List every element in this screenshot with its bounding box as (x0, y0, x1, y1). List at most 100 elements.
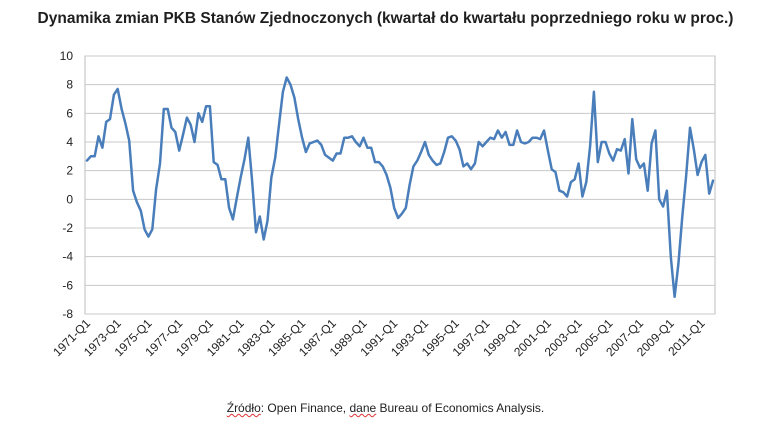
data-point (136, 201, 138, 203)
data-point (420, 151, 422, 153)
data-point (228, 207, 230, 209)
data-point (270, 177, 272, 179)
data-point (301, 137, 303, 139)
data-point (662, 205, 664, 207)
data-point (266, 220, 268, 222)
data-point (481, 145, 483, 147)
data-point (132, 190, 134, 192)
data-point (474, 162, 476, 164)
data-point (320, 144, 322, 146)
data-point (608, 152, 610, 154)
data-point (332, 159, 334, 161)
data-point (685, 175, 687, 177)
data-point (293, 96, 295, 98)
data-point (324, 154, 326, 156)
data-point (117, 88, 119, 90)
data-point (543, 129, 545, 131)
data-point (631, 118, 633, 120)
data-point (309, 142, 311, 144)
data-point (213, 161, 215, 163)
data-point (186, 116, 188, 118)
y-tick-label: 10 (60, 49, 74, 63)
data-point (470, 168, 472, 170)
data-point (696, 174, 698, 176)
data-point (627, 172, 629, 174)
data-point (255, 231, 257, 233)
x-axis: 1971-Q11973-Q11975-Q11977-Q11979-Q11981-… (50, 316, 708, 359)
source-word: Źródło (226, 401, 261, 415)
data-point (378, 161, 380, 163)
y-tick-label: -6 (62, 278, 73, 292)
data-point (654, 129, 656, 131)
data-point (620, 149, 622, 151)
data-point (236, 197, 238, 199)
data-point (312, 141, 314, 143)
data-point (335, 152, 337, 154)
chart-title: Dynamika zmian PKB Stanów Zjednoczonych … (37, 10, 734, 27)
data-point (624, 138, 626, 140)
data-point (612, 159, 614, 161)
data-point (151, 228, 153, 230)
data-point (504, 131, 506, 133)
data-point (370, 147, 372, 149)
data-point (535, 137, 537, 139)
data-point (593, 91, 595, 93)
y-axis: -8 -6 -4 -2 0 2 4 6 8 10 (60, 49, 74, 321)
data-point (408, 184, 410, 186)
y-tick-label: 4 (66, 135, 73, 149)
data-point (140, 210, 142, 212)
y-tick-label: 8 (66, 78, 73, 92)
data-point (155, 188, 157, 190)
data-point (197, 112, 199, 114)
data-point (124, 122, 126, 124)
source-text-2: Bureau of Economics Analysis. (376, 401, 545, 415)
data-point (516, 129, 518, 131)
data-point (577, 162, 579, 164)
data-point (666, 190, 668, 192)
data-point (316, 139, 318, 141)
data-point (520, 141, 522, 143)
data-point (589, 145, 591, 147)
data-point (428, 154, 430, 156)
series-line-pkb (85, 76, 715, 299)
data-point (539, 138, 541, 140)
data-point (554, 171, 556, 173)
data-point (693, 148, 695, 150)
data-point (401, 213, 403, 215)
data-point (597, 161, 599, 163)
data-point (286, 76, 288, 78)
data-point (216, 164, 218, 166)
source-dane: dane (349, 401, 377, 415)
data-point (551, 168, 553, 170)
data-point (182, 134, 184, 136)
data-point (159, 162, 161, 164)
source-note: Źródło: Open Finance, dane Bureau of Eco… (0, 401, 771, 415)
data-point (120, 108, 122, 110)
data-point (466, 162, 468, 164)
data-point (677, 263, 679, 265)
data-point (339, 152, 341, 154)
y-tick-label: 2 (66, 164, 73, 178)
data-point (700, 161, 702, 163)
data-point (174, 131, 176, 133)
data-point (447, 137, 449, 139)
data-point (497, 129, 499, 131)
data-point (190, 124, 192, 126)
data-point (431, 159, 433, 161)
data-point (455, 139, 457, 141)
data-point (585, 181, 587, 183)
y-tick-label: 6 (66, 106, 73, 120)
data-point (643, 162, 645, 164)
data-point (205, 105, 207, 107)
data-point (681, 215, 683, 217)
gridlines (85, 55, 715, 315)
data-point (439, 162, 441, 164)
data-point (251, 180, 253, 182)
data-point (485, 141, 487, 143)
data-point (105, 121, 107, 123)
data-point (97, 135, 99, 137)
data-point (297, 118, 299, 120)
data-point (101, 147, 103, 149)
data-point (566, 195, 568, 197)
